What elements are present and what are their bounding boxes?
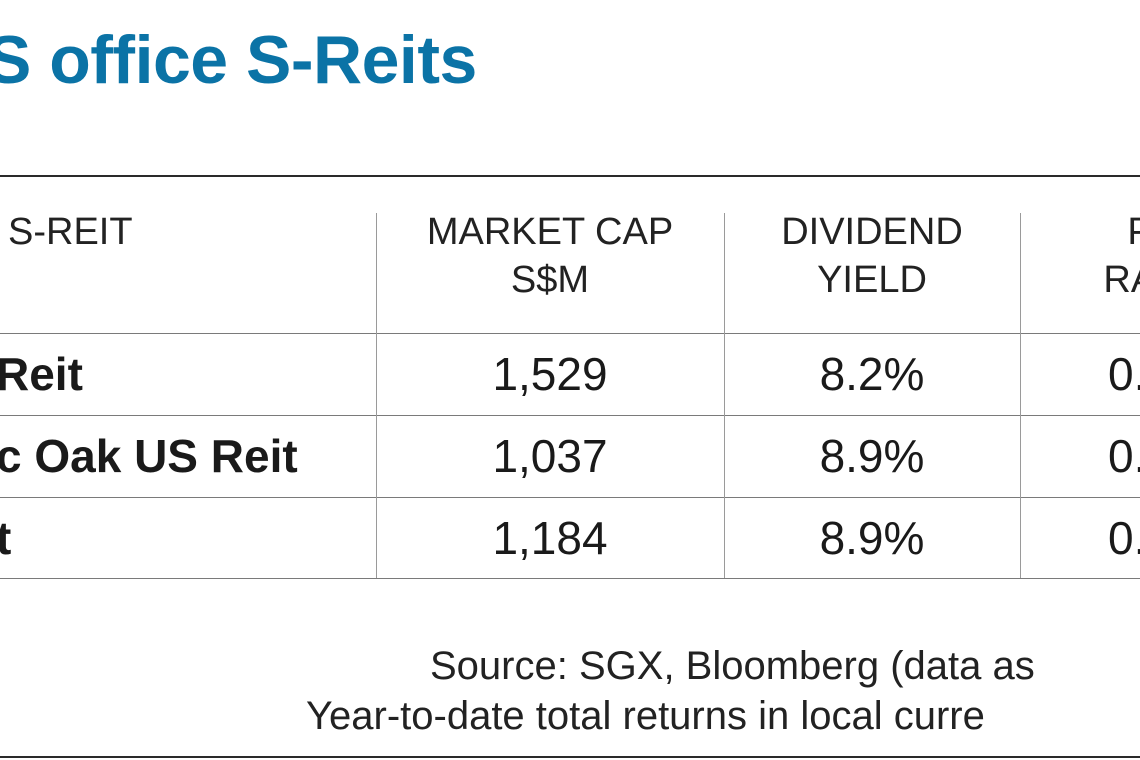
- table-title: S office S-Reits: [0, 22, 477, 98]
- row-market-cap: 1,184: [492, 512, 608, 564]
- row-market-cap: 1,529: [492, 348, 608, 400]
- header-dividend-yield: DIVIDEND YIELD: [724, 208, 1020, 304]
- column-divider: [724, 213, 725, 578]
- row-market-cap: 1,037: [492, 430, 608, 482]
- row-name: c Oak US Reit: [0, 430, 298, 482]
- header-line-2: YIELD: [817, 259, 927, 301]
- header-ratio: P RAT: [1020, 208, 1140, 304]
- row-name: t: [0, 512, 12, 564]
- row-name: Reit: [0, 348, 83, 400]
- header-line-1: P: [1127, 211, 1140, 253]
- table-top-rule: [0, 175, 1140, 177]
- returns-note: Year-to-date total returns in local curr…: [306, 694, 985, 738]
- page-bottom-rule: [0, 756, 1140, 758]
- column-divider: [376, 213, 377, 578]
- row-dividend-yield: 8.9%: [819, 512, 925, 564]
- table-bottom-rule: [0, 578, 1140, 579]
- header-line-1: MARKET CAP: [426, 211, 674, 253]
- row-ratio: 0.9: [1108, 430, 1140, 482]
- row-dividend-yield: 8.2%: [819, 348, 925, 400]
- column-divider: [1020, 213, 1021, 578]
- row-divider: [0, 415, 1140, 416]
- header-line-2: RAT: [1103, 259, 1140, 301]
- header-line-2: S$M: [510, 259, 590, 301]
- header-line-1: DIVIDEND: [781, 211, 963, 253]
- header-market-cap: MARKET CAP S$M: [376, 208, 724, 304]
- header-s-reit: S-REIT: [8, 208, 368, 256]
- row-dividend-yield: 8.9%: [819, 430, 925, 482]
- header-divider: [0, 333, 1140, 334]
- row-ratio: 0.9: [1108, 348, 1140, 400]
- source-note: Source: SGX, Bloomberg (data as: [430, 644, 1035, 688]
- row-ratio: 0.8: [1108, 512, 1140, 564]
- row-divider: [0, 497, 1140, 498]
- header-line-1: S-REIT: [8, 211, 133, 253]
